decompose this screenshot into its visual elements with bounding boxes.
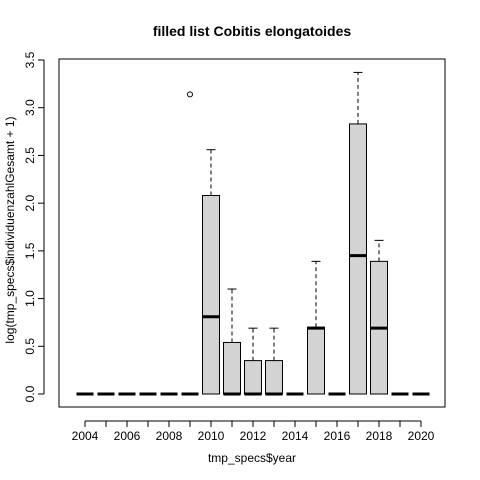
y-tick-label: 1.0	[23, 290, 37, 307]
y-tick-label: 1.5	[23, 242, 37, 259]
box-2015	[307, 260, 325, 395]
box-iqr	[202, 195, 220, 395]
box-iqr	[307, 326, 325, 395]
y-tick-label: 3.0	[23, 99, 37, 116]
box-2013	[265, 327, 283, 396]
x-tick-label: 2004	[72, 429, 99, 443]
x-tick-label: 2008	[156, 429, 183, 443]
x-tick-label: 2010	[198, 429, 225, 443]
y-axis: 0.0 0.5 1.0 1.5 2.0 2.5 3.0 3.5	[23, 51, 45, 402]
x-tick-label: 2014	[282, 429, 309, 443]
box-2012	[244, 327, 262, 396]
box-2011	[223, 288, 241, 396]
x-tick-label: 2020	[408, 429, 435, 443]
y-tick-label: 0.5	[23, 338, 37, 355]
y-tick-label: 2.0	[23, 194, 37, 211]
box-2018	[370, 239, 388, 395]
plot-frame	[58, 58, 446, 408]
x-tick-label: 2016	[324, 429, 351, 443]
boxes-group	[76, 71, 430, 396]
x-tick-label: 2012	[240, 429, 267, 443]
box-2017	[349, 71, 367, 395]
y-tick-label: 2.5	[23, 147, 37, 164]
x-axis-label: tmp_specs$year	[208, 451, 296, 465]
x-axis: 2004 2006 2008 2010 2012 2014 2016 2018 2020	[72, 420, 435, 443]
x-tick-label: 2018	[366, 429, 393, 443]
box-iqr	[223, 341, 241, 395]
y-tick-label: 3.5	[23, 51, 37, 68]
box-iqr	[265, 360, 283, 395]
outlier-point	[187, 91, 193, 98]
chart-title: filled list Cobitis elongatoides	[153, 23, 352, 39]
box-iqr	[349, 123, 367, 395]
y-tick-label: 0.0	[23, 385, 37, 402]
box-iqr	[244, 360, 262, 395]
y-axis-label: log(tmp_specs$individuenzahlGesamt + 1)	[3, 116, 17, 343]
box-2010	[202, 149, 220, 395]
box-2009	[181, 91, 199, 396]
x-tick-label: 2006	[114, 429, 141, 443]
